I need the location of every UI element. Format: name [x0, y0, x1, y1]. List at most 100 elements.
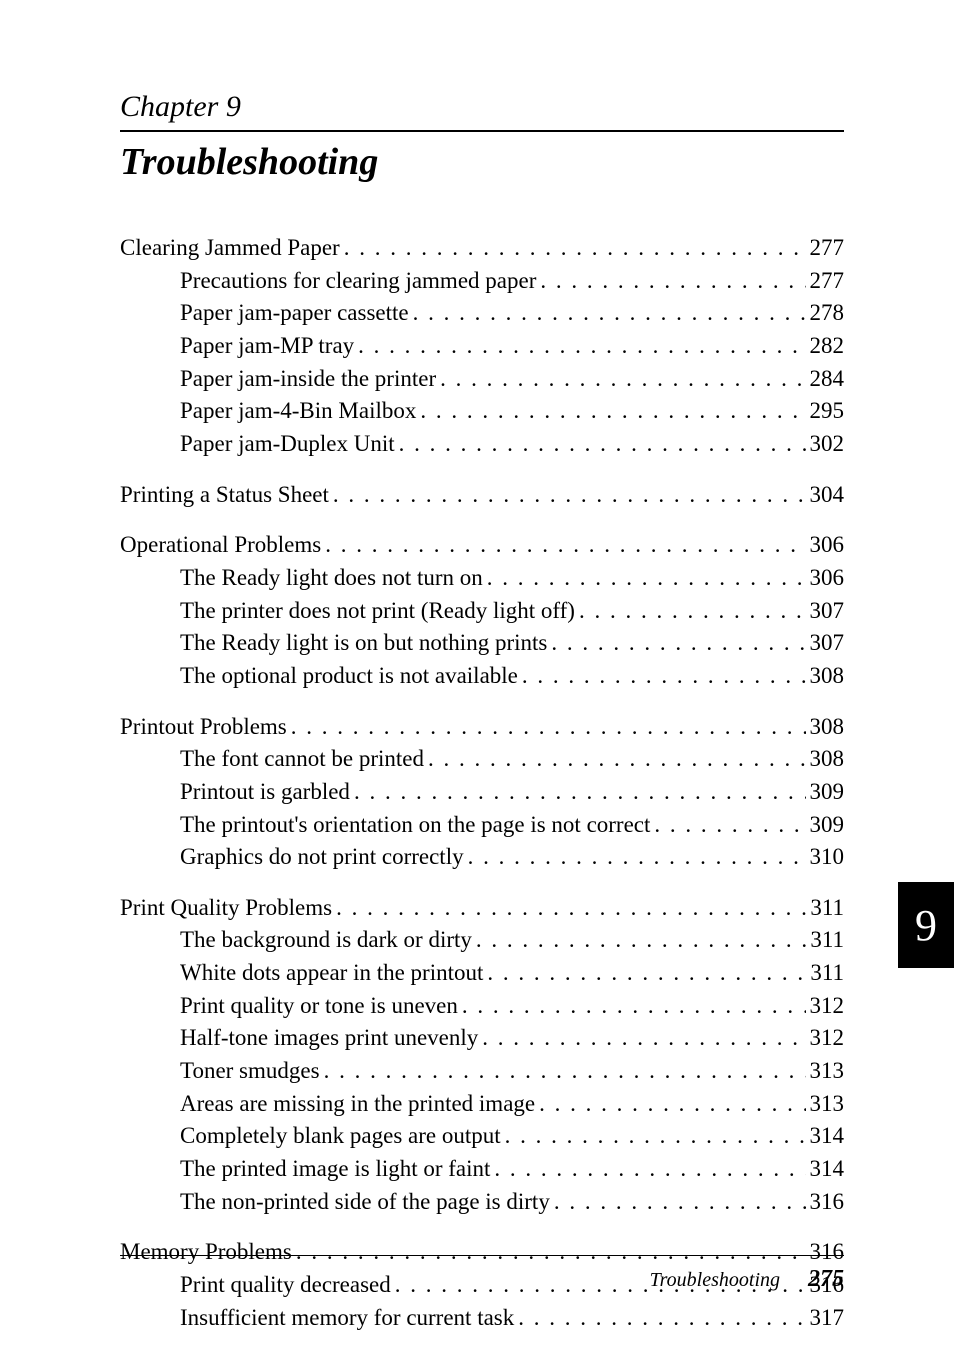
toc-entry[interactable]: Print quality or tone is uneven312: [120, 990, 844, 1023]
toc-entry[interactable]: Paper jam-inside the printer 284: [120, 363, 844, 396]
toc-page: 316: [810, 1186, 845, 1219]
toc-label: Half-tone images print unevenly: [180, 1022, 478, 1055]
toc-page: 284: [810, 363, 845, 396]
toc-label: The background is dark or dirty: [180, 924, 472, 957]
toc-page: 314: [810, 1120, 845, 1153]
toc-page: 277: [810, 265, 845, 298]
toc-entry[interactable]: Paper jam-MP tray 282: [120, 330, 844, 363]
toc-leader: [554, 1186, 806, 1219]
toc-entry[interactable]: Toner smudges 313: [120, 1055, 844, 1088]
toc-page: 317: [810, 1302, 845, 1335]
toc-leader: [325, 529, 805, 562]
toc-page: 278: [810, 297, 845, 330]
toc-page: 282: [810, 330, 845, 363]
chapter-title: Troubleshooting: [120, 140, 844, 184]
toc-label: Print Quality Problems: [120, 892, 332, 925]
toc-entry[interactable]: The printout's orientation on the page i…: [120, 809, 844, 842]
toc-entry[interactable]: Graphics do not print correctly310: [120, 841, 844, 874]
toc-label: Paper jam-inside the printer: [180, 363, 436, 396]
toc-page: 311: [810, 957, 844, 990]
toc-leader: [518, 1302, 805, 1335]
toc-entry[interactable]: Paper jam-4-Bin Mailbox295: [120, 395, 844, 428]
toc-label: Precautions for clearing jammed paper: [180, 265, 536, 298]
toc-label: Paper jam-Duplex Unit: [180, 428, 395, 461]
toc-entry[interactable]: Insufficient memory for current task317: [120, 1302, 844, 1335]
toc-leader: [540, 265, 805, 298]
toc-leader: [654, 809, 805, 842]
toc-page: 304: [810, 479, 845, 512]
toc-page: 307: [810, 627, 845, 660]
toc-entry[interactable]: The Ready light does not turn on306: [120, 562, 844, 595]
toc-label: Paper jam-paper cassette: [180, 297, 409, 330]
toc-label: The printer does not print (Ready light …: [180, 595, 575, 628]
toc-page: 311: [810, 924, 844, 957]
toc-entry[interactable]: The background is dark or dirty 311: [120, 924, 844, 957]
toc-leader: [579, 595, 806, 628]
toc-label: The optional product is not available: [180, 660, 518, 693]
toc-leader: [522, 660, 806, 693]
toc-entry[interactable]: The font cannot be printed308: [120, 743, 844, 776]
toc-entry[interactable]: Paper jam-paper cassette 278: [120, 297, 844, 330]
toc-entry[interactable]: White dots appear in the printout 311: [120, 957, 844, 990]
toc-entry[interactable]: Printout is garbled309: [120, 776, 844, 809]
toc-entry[interactable]: Print Quality Problems 311: [120, 892, 844, 925]
toc-entry[interactable]: Operational Problems 306: [120, 529, 844, 562]
toc-page: 313: [810, 1088, 845, 1121]
toc-entry[interactable]: Completely blank pages are output 314: [120, 1120, 844, 1153]
toc-leader: [324, 1055, 806, 1088]
toc-label: The printed image is light or faint: [180, 1153, 490, 1186]
toc-leader: [487, 562, 806, 595]
toc-entry[interactable]: Paper jam-Duplex Unit302: [120, 428, 844, 461]
toc-entry[interactable]: The optional product is not available 308: [120, 660, 844, 693]
toc-leader: [462, 990, 806, 1023]
toc-label: Printing a Status Sheet: [120, 479, 329, 512]
toc-label: Graphics do not print correctly: [180, 841, 464, 874]
toc-page: 308: [810, 660, 845, 693]
toc-leader: [420, 395, 805, 428]
toc-label: Clearing Jammed Paper: [120, 232, 340, 265]
toc-entry[interactable]: Precautions for clearing jammed paper 277: [120, 265, 844, 298]
toc-leader: [358, 330, 805, 363]
toc-label: Operational Problems: [120, 529, 321, 562]
toc-leader: [539, 1088, 805, 1121]
toc-entry[interactable]: The printed image is light or faint 314: [120, 1153, 844, 1186]
toc-page: 312: [810, 1022, 845, 1055]
chapter-rule: [120, 130, 844, 132]
toc-label: Toner smudges: [180, 1055, 320, 1088]
toc-leader: [291, 711, 806, 744]
toc-label: White dots appear in the printout: [180, 957, 483, 990]
toc-label: The printout's orientation on the page i…: [180, 809, 650, 842]
chapter-tab: 9: [898, 882, 954, 968]
toc-label: Areas are missing in the printed image: [180, 1088, 535, 1121]
toc-page: 295: [810, 395, 845, 428]
toc-leader: [336, 892, 806, 925]
toc-label: The font cannot be printed: [180, 743, 424, 776]
toc-page: 313: [810, 1055, 845, 1088]
toc-page: 309: [810, 809, 845, 842]
toc-section: Operational Problems 306 The Ready light…: [120, 529, 844, 692]
toc-page: 311: [810, 892, 844, 925]
page: Chapter 9 Troubleshooting Clearing Jamme…: [0, 0, 954, 1355]
toc-page: 306: [810, 529, 845, 562]
toc-entry[interactable]: Printing a Status Sheet 304: [120, 479, 844, 512]
toc-entry[interactable]: Printout Problems 308: [120, 711, 844, 744]
toc-page: 277: [810, 232, 845, 265]
toc-section: Clearing Jammed Paper 277 Precautions fo…: [120, 232, 844, 461]
toc-entry[interactable]: The Ready light is on but nothing prints…: [120, 627, 844, 660]
toc-leader: [399, 428, 806, 461]
toc-leader: [440, 363, 805, 396]
toc-entry[interactable]: Areas are missing in the printed image 31…: [120, 1088, 844, 1121]
toc-section: Printing a Status Sheet 304: [120, 479, 844, 512]
toc-entry[interactable]: The printer does not print (Ready light …: [120, 595, 844, 628]
toc-entry[interactable]: Clearing Jammed Paper 277: [120, 232, 844, 265]
page-footer: Troubleshooting 275: [120, 1255, 844, 1293]
toc-leader: [413, 297, 806, 330]
toc-label: Completely blank pages are output: [180, 1120, 501, 1153]
toc-entry[interactable]: Half-tone images print unevenly 312: [120, 1022, 844, 1055]
toc-entry[interactable]: The non-printed side of the page is dirt…: [120, 1186, 844, 1219]
toc-label: Paper jam-MP tray: [180, 330, 354, 363]
toc-leader: [354, 776, 806, 809]
toc-leader: [505, 1120, 806, 1153]
toc-label: The Ready light does not turn on: [180, 562, 483, 595]
toc-page: 314: [810, 1153, 845, 1186]
